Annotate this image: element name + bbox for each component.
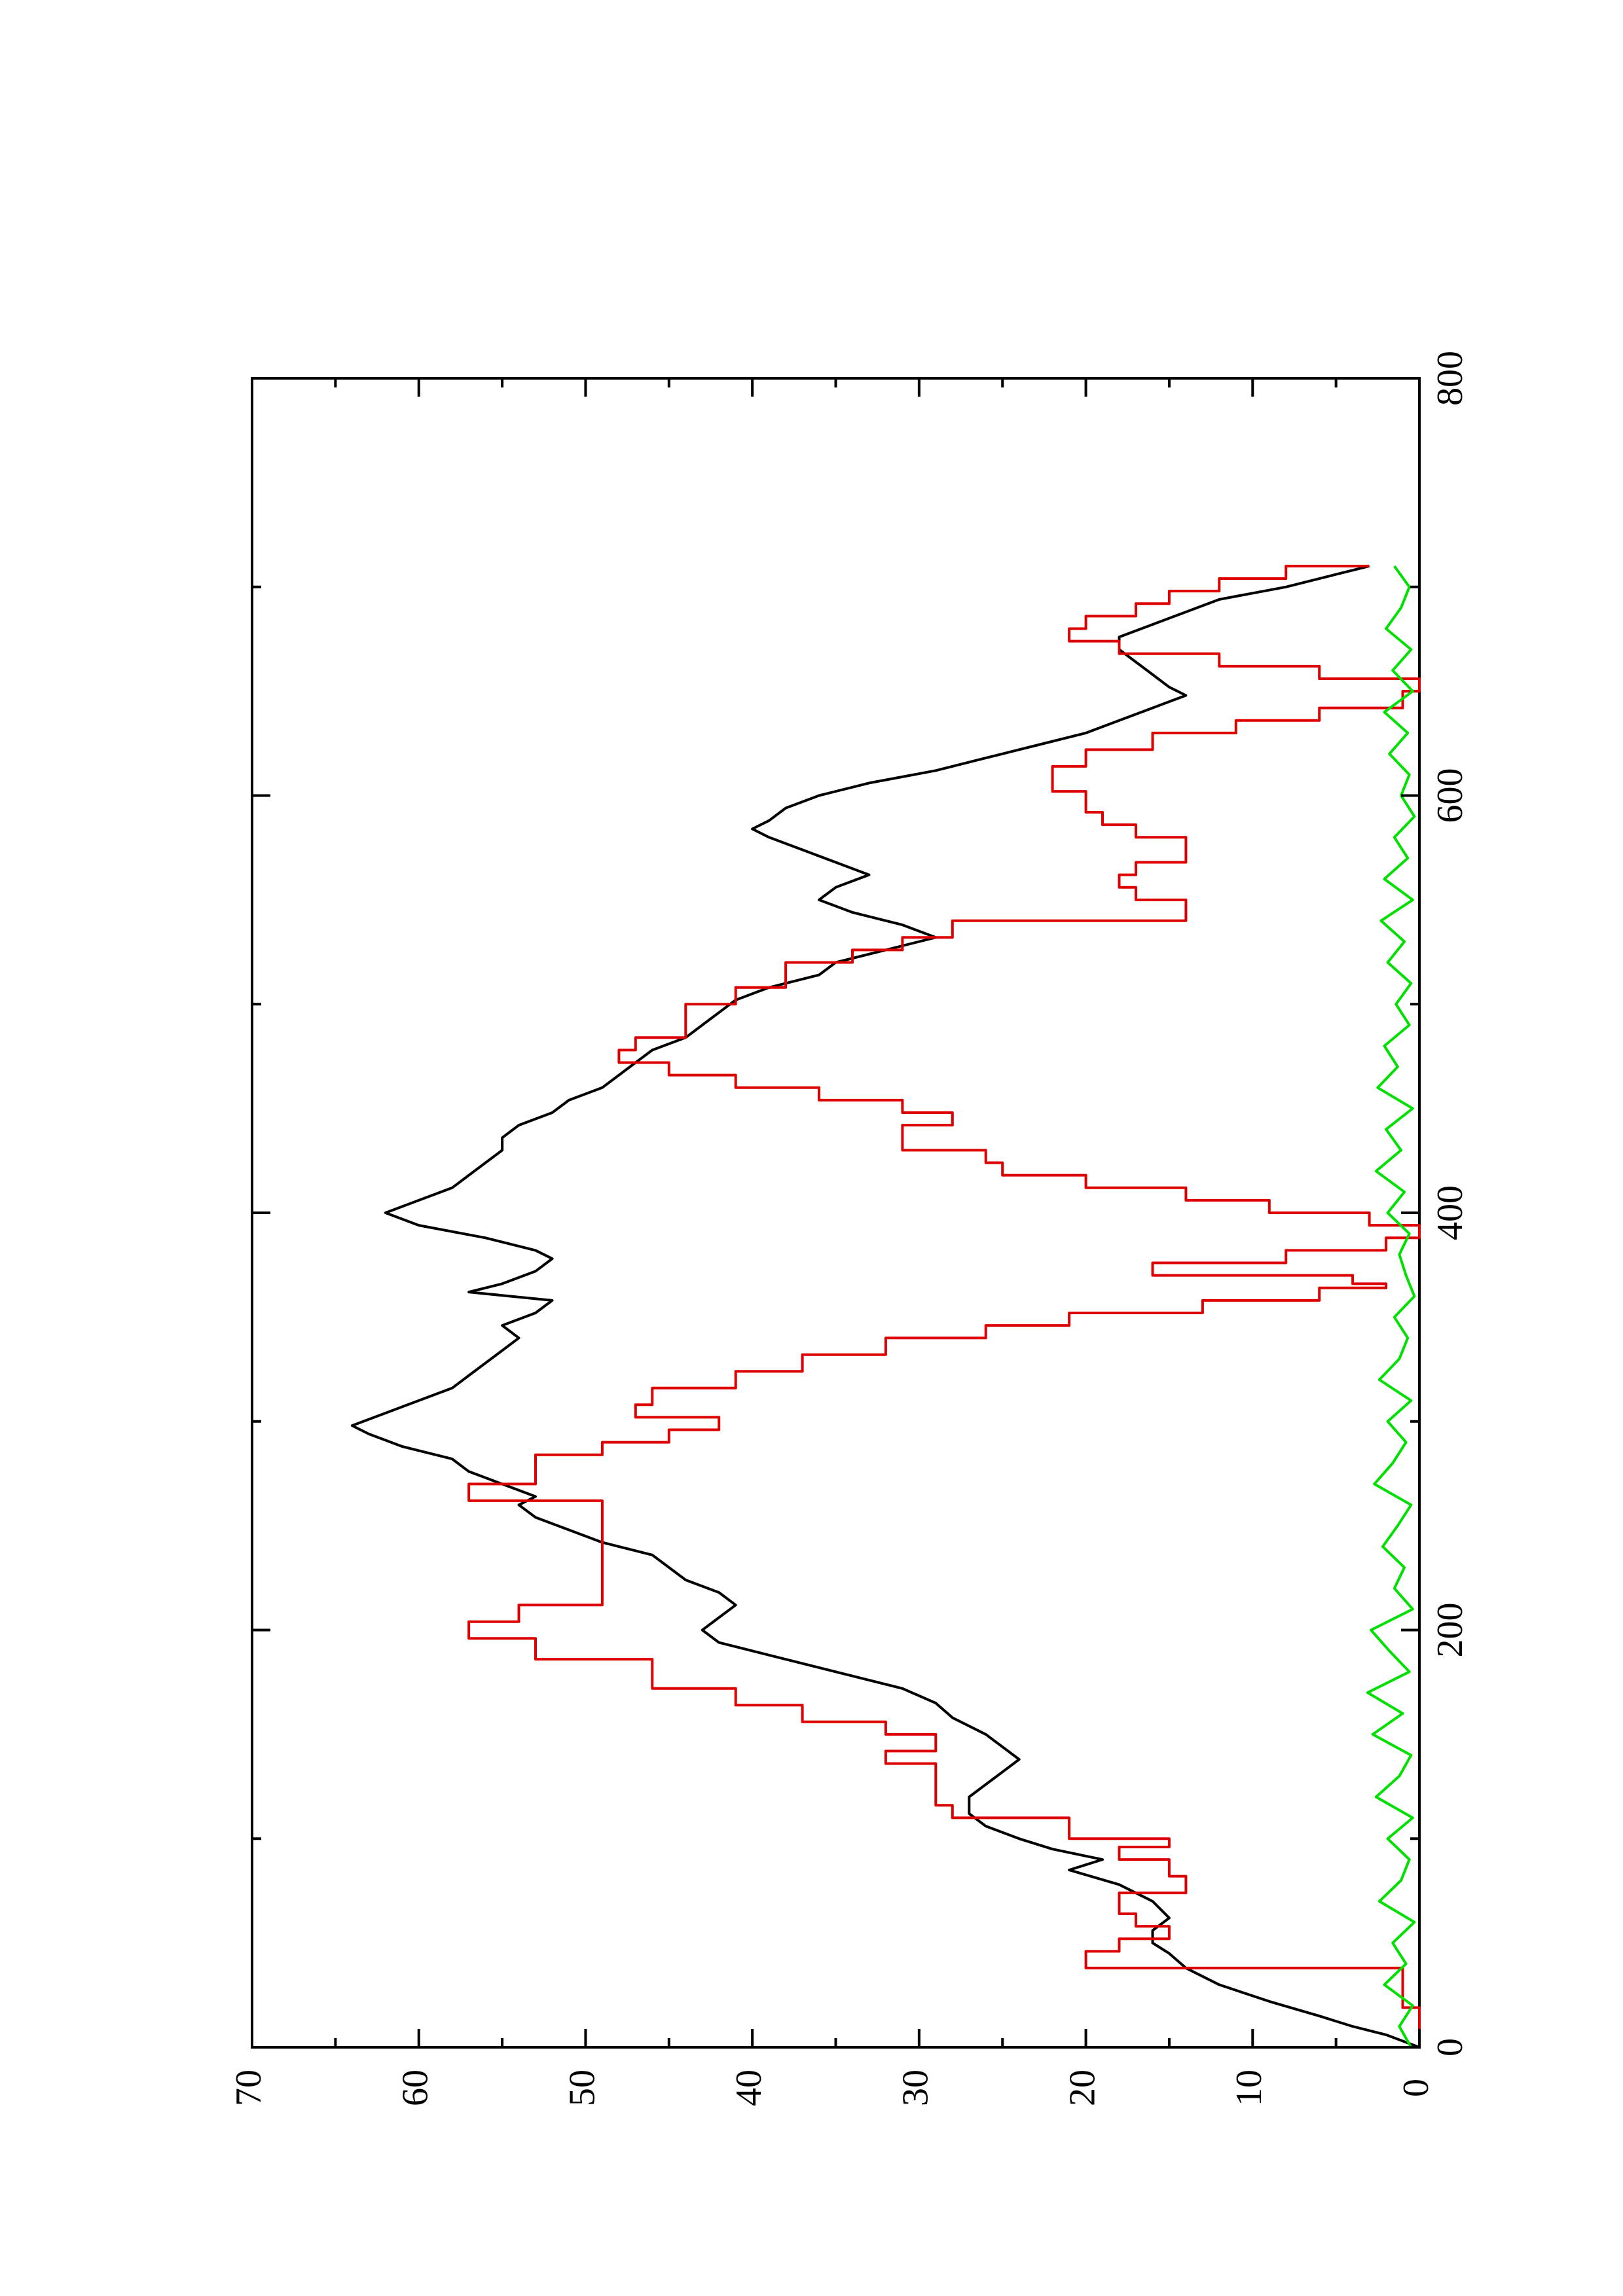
y-tick-label: 0 — [1396, 2079, 1436, 2097]
series-line-1 — [350, 564, 1420, 2049]
ticks-layer — [251, 377, 1421, 2049]
series-line-2 — [467, 564, 1421, 2047]
x-tick-label: 0 — [1430, 2038, 1470, 2056]
y-tick-label: 20 — [1062, 2070, 1103, 2106]
x-tick-label: 400 — [1430, 1185, 1470, 1240]
y-tick-label: 30 — [896, 2070, 936, 2106]
x-tick-label: 600 — [1430, 768, 1470, 823]
y-tick-label: 70 — [228, 2070, 269, 2106]
x-tick-label: 200 — [1430, 1603, 1470, 1658]
x-tick-label: 800 — [1430, 351, 1470, 406]
y-tick-label: 40 — [729, 2070, 769, 2106]
series-layer — [350, 564, 1421, 2049]
series-line-3 — [1366, 565, 1416, 2048]
y-tick-label: 60 — [395, 2070, 436, 2106]
y-tick-label: 10 — [1229, 2070, 1269, 2106]
y-tick-label: 50 — [562, 2070, 602, 2106]
tick-labels-layer: 0 200 400 600 800 0 10 20 30 40 50 60 70 — [228, 351, 1470, 2106]
